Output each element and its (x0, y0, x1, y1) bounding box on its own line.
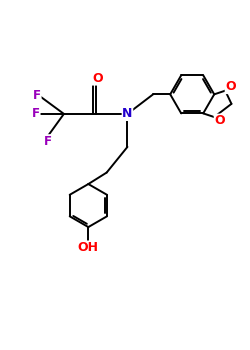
Text: F: F (32, 107, 40, 120)
Text: F: F (44, 135, 52, 148)
Text: OH: OH (78, 241, 99, 254)
Text: O: O (225, 80, 236, 93)
Text: N: N (122, 107, 133, 120)
Text: O: O (92, 72, 103, 85)
Text: O: O (214, 114, 225, 127)
Text: F: F (33, 89, 41, 102)
